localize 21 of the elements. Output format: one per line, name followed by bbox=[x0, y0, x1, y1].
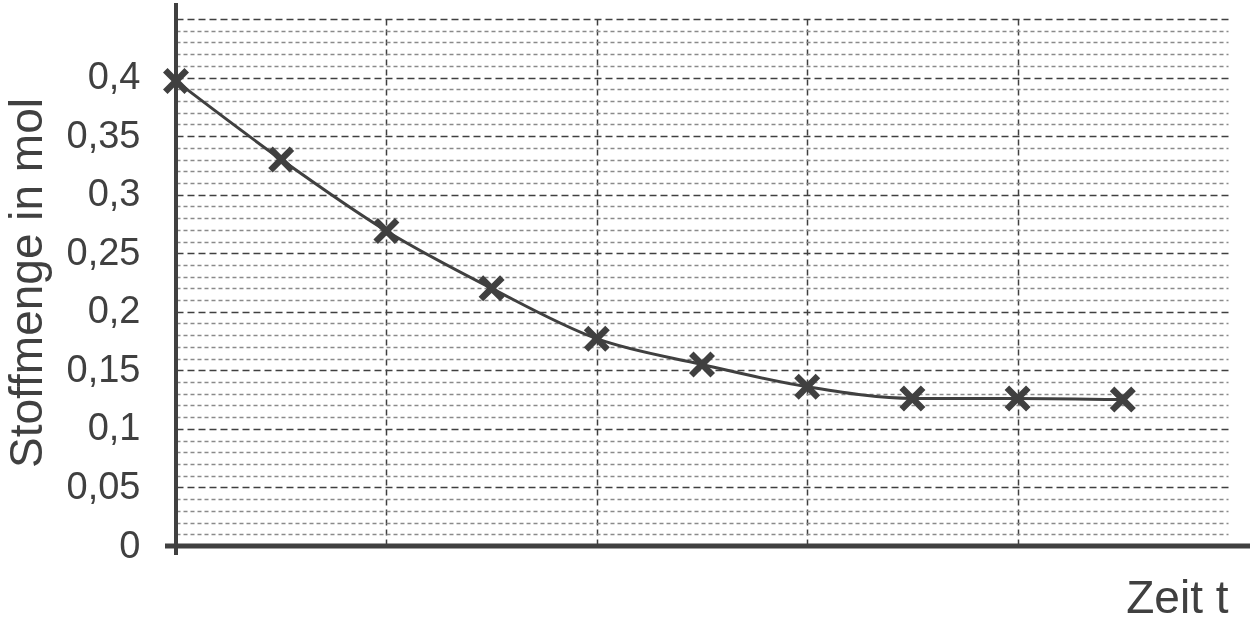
point bbox=[163, 68, 189, 95]
y-tick-label: 0,2 bbox=[87, 289, 141, 332]
x-axis-title: Zeit t bbox=[1126, 570, 1229, 623]
y-tick-label: 0,4 bbox=[87, 55, 141, 98]
point bbox=[1004, 385, 1031, 412]
y-axis-title: Stoffmenge in mol bbox=[0, 98, 52, 468]
point bbox=[689, 351, 715, 378]
y-tick-label: 0,1 bbox=[87, 406, 141, 449]
y-tick-label: 0,35 bbox=[66, 113, 141, 156]
y-tick-label: 0,05 bbox=[66, 464, 141, 507]
point bbox=[899, 385, 926, 412]
y-tick-label: 0 bbox=[119, 523, 141, 566]
y-tick-label: 0,25 bbox=[66, 230, 141, 273]
point bbox=[583, 325, 610, 352]
point bbox=[268, 146, 295, 173]
y-tick-label: 0,3 bbox=[87, 172, 141, 215]
y-tick-label: 0,15 bbox=[66, 347, 141, 390]
point bbox=[478, 275, 505, 302]
point bbox=[794, 373, 821, 400]
point bbox=[373, 217, 400, 244]
point bbox=[1109, 386, 1136, 413]
